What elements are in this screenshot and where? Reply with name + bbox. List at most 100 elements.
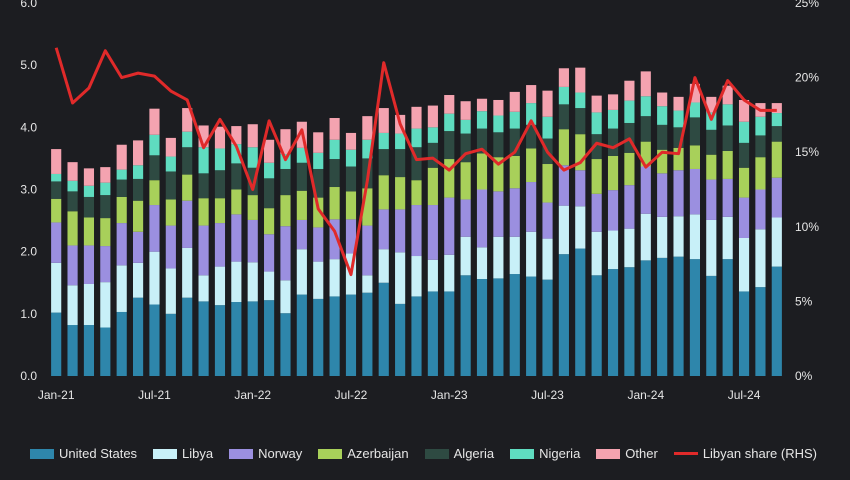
bar-segment (689, 168, 700, 215)
x-tick-label: Jul-22 (335, 388, 368, 402)
bar-segment (182, 174, 193, 201)
y-left-tick-label: 1.0 (20, 307, 37, 321)
bar-segment (738, 197, 750, 238)
bar-segment (493, 157, 504, 192)
bar-segment (591, 275, 602, 376)
bar-segment (673, 96, 684, 111)
bar-segment (395, 252, 406, 304)
bar-segment (493, 191, 504, 237)
bar-segment (558, 165, 569, 206)
bar-segment (247, 195, 258, 220)
bar-segment (395, 133, 406, 150)
bar-segment (264, 139, 275, 163)
bar-segment (427, 142, 438, 168)
bar-segment (706, 275, 717, 376)
legend-item-azerbaijan: Azerbaijan (318, 446, 409, 461)
y-right-tick-label: 0% (795, 369, 813, 383)
bar-segment (149, 251, 160, 305)
bar-segment (329, 139, 340, 160)
bar-segment (640, 71, 651, 97)
legend-item-other: Other (596, 446, 658, 461)
bar-segment (133, 140, 144, 166)
bar-segment (362, 188, 373, 226)
bar-segment (116, 196, 127, 224)
y-right-tick-label: 20% (795, 71, 819, 85)
bar-segment (722, 178, 733, 217)
bar-segment (706, 112, 717, 130)
bar-segment (67, 162, 78, 181)
bar-segment (607, 94, 619, 110)
bar-segment (100, 282, 111, 328)
bar-segment (280, 313, 291, 376)
bar-segment (476, 279, 488, 376)
bar-segment (738, 121, 750, 143)
bar-segment (247, 167, 258, 196)
bar-segment (542, 279, 553, 376)
bar-segment (83, 325, 95, 376)
bar-segment (755, 287, 766, 376)
bar-segment (771, 141, 782, 178)
bar-segment (264, 271, 275, 301)
legend-item-algeria: Algeria (424, 446, 494, 461)
bar-segment (526, 231, 537, 277)
y-right-tick-label: 10% (795, 220, 819, 234)
bar-segment (67, 211, 78, 246)
bar-segment (133, 231, 144, 263)
legend-label: United States (59, 446, 138, 461)
bar-group (51, 67, 782, 376)
bar-segment (640, 213, 651, 261)
bar-segment (133, 200, 144, 232)
bar-segment (214, 305, 226, 376)
bar-segment (345, 191, 357, 220)
line-layer (54, 47, 777, 277)
bar-segment (722, 150, 733, 179)
bar-segment (165, 156, 176, 172)
legend-swatch (30, 448, 54, 459)
bar-segment (67, 191, 78, 212)
bar-segment (558, 86, 569, 105)
bar-segment (722, 125, 733, 151)
bar-segment (640, 96, 651, 117)
bar-segment (116, 265, 127, 312)
bar-segment (771, 177, 782, 218)
bar-segment (165, 268, 176, 314)
bar-segment (395, 303, 406, 376)
bar-segment (493, 236, 504, 279)
bar-segment (640, 166, 651, 214)
x-tick-label: Jan-23 (431, 388, 468, 402)
legend-line-swatch (673, 452, 698, 455)
bar-segment (509, 188, 520, 237)
bar-segment (591, 134, 602, 160)
bar-segment (722, 259, 733, 376)
bar-segment (247, 219, 258, 263)
bar-segment (296, 219, 307, 250)
bar-segment (51, 262, 62, 313)
bar-segment (427, 127, 438, 143)
bar-segment (83, 185, 95, 197)
axis-labels: 0.0 1.0 2.0 3.0 4.0 5.0 6.0 0% 5% 10% 15% 20% 25% Jan… (20, 0, 819, 402)
bar-segment (280, 168, 291, 196)
bar-segment (444, 159, 455, 198)
bar-segment (673, 127, 684, 148)
y-left-tick-label: 5.0 (20, 58, 37, 72)
bar-segment (476, 189, 488, 248)
bar-segment (247, 301, 258, 376)
chart-svg: 0.0 1.0 2.0 3.0 4.0 5.0 6.0 0% 5% 10% 15% 20% 25% Jan… (20, 0, 819, 402)
bar-segment (313, 152, 324, 169)
bar-segment (133, 178, 144, 201)
bar-segment (231, 261, 242, 303)
bar-segment (755, 116, 766, 136)
bar-segment (493, 99, 504, 116)
bar-segment (231, 214, 242, 262)
bar-segment (149, 134, 160, 156)
bar-segment (149, 155, 160, 181)
bar-segment (444, 95, 455, 114)
bar-segment (280, 195, 291, 227)
bar-segment (345, 132, 357, 150)
bar-segment (689, 145, 700, 169)
bar-segment (182, 131, 193, 148)
bar-segment (476, 111, 488, 129)
legend-swatch (424, 448, 449, 459)
bar-segment (165, 313, 176, 376)
bar-segment (100, 182, 111, 196)
